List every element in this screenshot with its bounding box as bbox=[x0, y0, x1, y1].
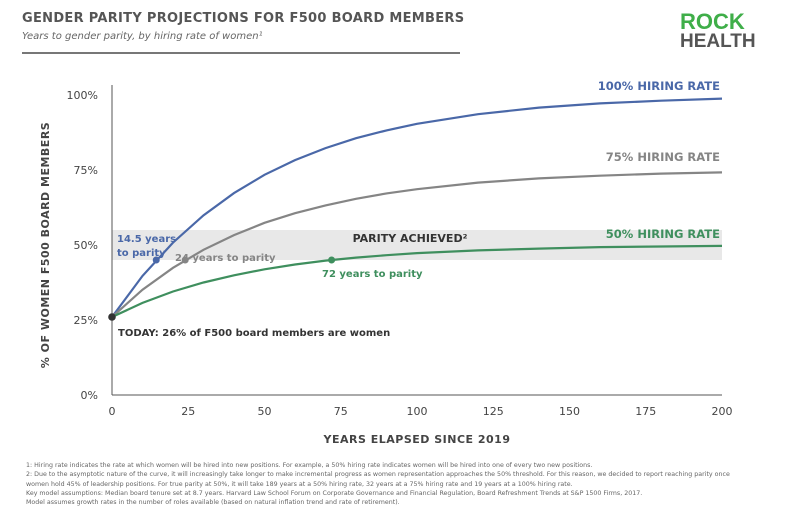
x-tick-label: 150 bbox=[559, 405, 580, 418]
logo-line2: HEALTH bbox=[680, 31, 756, 52]
y-tick-label: 0% bbox=[81, 389, 98, 402]
x-tick-label: 50 bbox=[258, 405, 272, 418]
x-tick-label: 100 bbox=[407, 405, 428, 418]
title-divider bbox=[22, 52, 460, 54]
x-tick-label: 175 bbox=[635, 405, 656, 418]
series-label-1: 75% HIRING RATE bbox=[606, 150, 720, 164]
footnote-2: 2: Due to the asymptotic nature of the c… bbox=[26, 471, 730, 488]
series-label-2: 50% HIRING RATE bbox=[606, 227, 720, 241]
y-tick-label: 75% bbox=[74, 164, 98, 177]
start-label: TODAY: 26% of F500 board members are wom… bbox=[118, 328, 390, 339]
x-tick-label: 25 bbox=[181, 405, 195, 418]
y-axis-label: % OF WOMEN F500 BOARD MEMBERS bbox=[39, 122, 52, 368]
footnote-4: Model assumes growth rates in the number… bbox=[26, 499, 400, 507]
x-tick-label: 125 bbox=[483, 405, 504, 418]
footnote-1: 1: Hiring rate indicates the rate at whi… bbox=[26, 462, 593, 469]
series-line-0 bbox=[111, 97, 723, 318]
rock-health-logo: ROCK HEALTH bbox=[680, 9, 756, 52]
chart-title: GENDER PARITY PROJECTIONS FOR F500 BOARD… bbox=[22, 11, 465, 26]
y-tick-label: 50% bbox=[74, 239, 98, 252]
series-line-2 bbox=[111, 244, 723, 318]
y-tick-label: 25% bbox=[74, 314, 98, 327]
parity-marker-1 bbox=[181, 256, 189, 264]
parity-marker-label-0: to parity bbox=[117, 248, 166, 259]
parity-marker-label-2: 72 years to parity bbox=[322, 269, 423, 280]
parity-marker-label-0: 14.5 years bbox=[117, 234, 176, 245]
parity-marker-0 bbox=[152, 256, 160, 264]
x-tick-label: 75 bbox=[334, 405, 348, 418]
parity-band-label: PARITY ACHIEVED² bbox=[353, 232, 468, 245]
parity-marker-2 bbox=[328, 256, 336, 264]
chart-subtitle: Years to gender parity, by hiring rate o… bbox=[22, 31, 263, 42]
series-label-0: 100% HIRING RATE bbox=[598, 79, 720, 93]
logo-line1: ROCK bbox=[680, 9, 745, 34]
start-marker bbox=[108, 313, 116, 321]
footnote-3: Key model assumptions: Median board tenu… bbox=[26, 489, 643, 497]
y-tick-label: 100% bbox=[67, 89, 98, 102]
x-tick-label: 200 bbox=[712, 405, 733, 418]
footnotes: 1: Hiring rate indicates the rate at whi… bbox=[26, 461, 746, 507]
x-tick-label: 0 bbox=[109, 405, 116, 418]
x-axis-label: YEARS ELAPSED SINCE 2019 bbox=[323, 433, 511, 446]
parity-marker-label-1: 24 years to parity bbox=[175, 253, 276, 264]
